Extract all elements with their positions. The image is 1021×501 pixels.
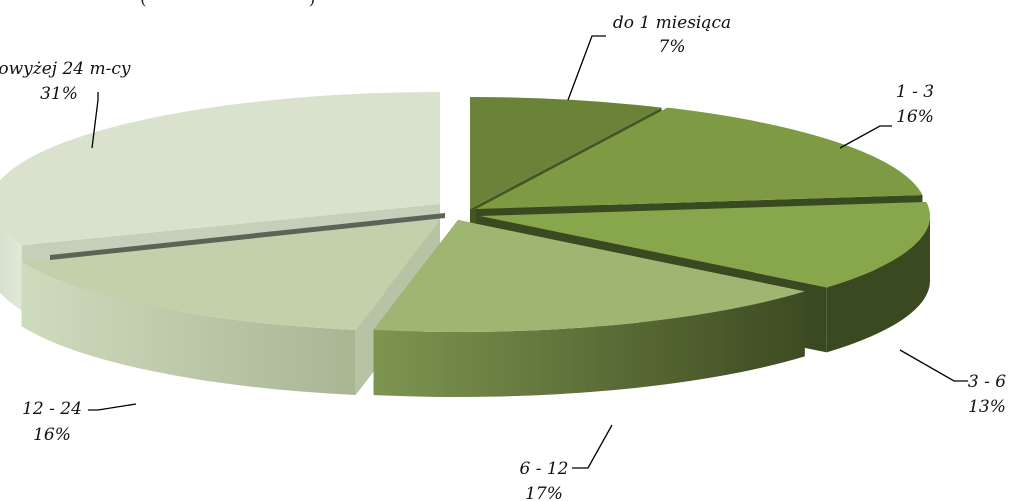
slice-label-3: 3 - 6 13% [899, 349, 1006, 417]
slice-category-label: 6 - 12 [520, 459, 569, 479]
slice-value-label: 13% [968, 397, 1006, 417]
slice-outer-wall [0, 227, 22, 311]
slice-top [470, 97, 662, 209]
clipped-title-fragment: ( ) [140, 0, 315, 9]
slice-outer-wall [21, 261, 356, 396]
slice-label-4: 6 - 12 17% [520, 424, 613, 501]
slice-label-1: do 1 miesiąca 7% [567, 13, 731, 101]
slice-category-label: 1 - 3 [896, 82, 934, 102]
slice-value-label: 16% [33, 425, 71, 445]
slice-category-label: 3 - 6 [968, 372, 1006, 392]
slice-value-label: 17% [525, 484, 563, 501]
slice-top [476, 107, 923, 209]
leader-line [839, 125, 892, 149]
slice-label-6: powyżej 24 m-cy 31% [0, 59, 131, 149]
slice-category-label: 12 - 24 [22, 399, 82, 419]
slice-value-label: 16% [896, 107, 934, 127]
slice-category-label: do 1 miesiąca [613, 13, 731, 33]
leader-line [572, 424, 613, 469]
pie-slice-4 [373, 220, 805, 397]
leader-line [899, 349, 968, 382]
slice-label-2: 1 - 3 16% [839, 82, 934, 149]
slice-outer-wall [373, 291, 805, 397]
slice-outer-wall [826, 216, 930, 353]
slice-value-label: 31% [40, 84, 78, 104]
leader-line [91, 92, 99, 149]
slice-top [480, 201, 930, 288]
slice-top [373, 220, 805, 332]
slice-value-label: 7% [659, 37, 686, 57]
leader-line [567, 35, 606, 101]
slice-top [0, 92, 440, 246]
slice-top [21, 220, 440, 331]
slice-gap-shadow [50, 213, 445, 260]
slice-label-5: 12 - 24 16% [22, 399, 137, 445]
leader-line [88, 403, 137, 411]
slice-category-label: powyżej 24 m-cy [0, 59, 131, 79]
